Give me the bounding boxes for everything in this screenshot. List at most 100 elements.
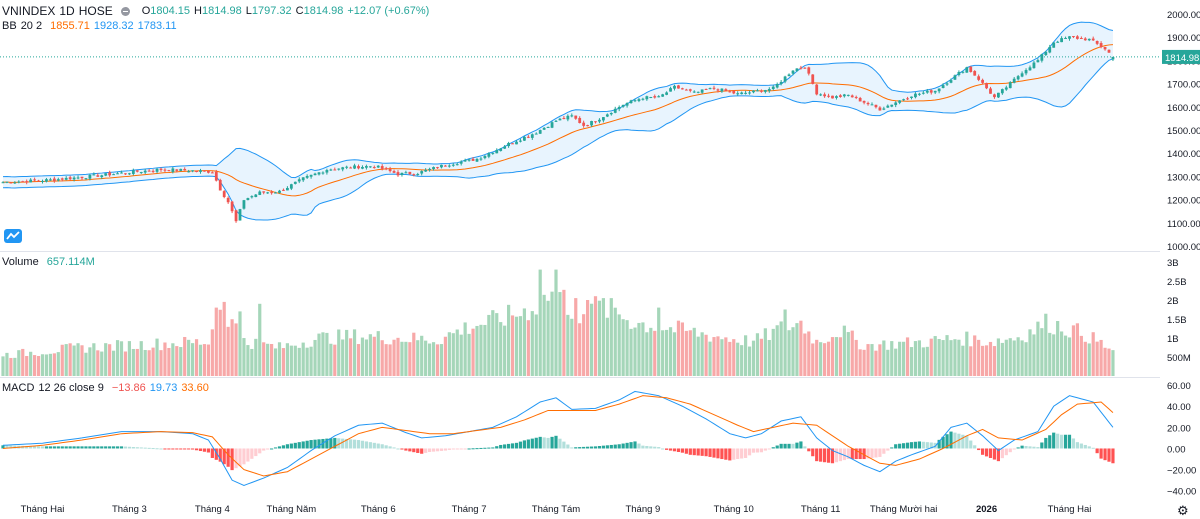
volume-bar bbox=[558, 292, 562, 376]
volume-bar bbox=[1, 356, 5, 376]
volume-bar bbox=[874, 350, 878, 376]
candle bbox=[530, 134, 534, 138]
candle bbox=[380, 166, 384, 169]
volume-bar bbox=[747, 346, 752, 376]
macd-histogram-bar bbox=[155, 448, 159, 450]
macd-line-value: 19.73 bbox=[149, 382, 178, 394]
volume-bar bbox=[629, 328, 633, 376]
macd-histogram-bar bbox=[277, 446, 282, 449]
volume-bar bbox=[838, 337, 842, 376]
candle bbox=[222, 191, 226, 198]
candle bbox=[52, 178, 56, 181]
volume-bar bbox=[25, 356, 29, 376]
candle bbox=[274, 192, 277, 194]
volume-bar bbox=[230, 319, 234, 376]
volume-legend: Volume 657.114M bbox=[2, 256, 95, 268]
volume-bar bbox=[894, 348, 898, 376]
volume-bar bbox=[131, 348, 135, 376]
volume-bar bbox=[388, 344, 392, 376]
candle bbox=[854, 96, 858, 98]
macd-histogram-bar bbox=[52, 446, 56, 449]
volume-bar bbox=[5, 352, 9, 376]
macd-histogram-bar bbox=[112, 446, 116, 449]
macd-histogram-bar bbox=[542, 437, 546, 449]
macd-histogram-bar bbox=[115, 446, 120, 449]
macd-histogram-bar bbox=[913, 441, 918, 449]
volume-bar bbox=[202, 344, 207, 376]
macd-histogram-bar bbox=[965, 435, 969, 449]
macd-histogram-bar bbox=[131, 446, 135, 449]
volume-bar bbox=[356, 344, 361, 376]
volume-bar bbox=[949, 340, 953, 376]
volume-bar bbox=[396, 337, 400, 376]
macd-histogram-bar bbox=[447, 448, 451, 450]
price-legend: VNINDEX 1D HOSE O1804.15 H1814.98 L1797.… bbox=[2, 4, 429, 18]
candle bbox=[171, 168, 175, 172]
candle bbox=[432, 167, 435, 170]
candle bbox=[906, 98, 909, 100]
volume-bar bbox=[1071, 325, 1076, 376]
open-label: O bbox=[141, 5, 151, 17]
candle bbox=[226, 197, 230, 203]
price-pane[interactable] bbox=[0, 21, 1160, 223]
candle bbox=[1072, 36, 1075, 38]
macd-pane[interactable] bbox=[1, 390, 1115, 486]
macd-histogram-bar bbox=[988, 448, 993, 458]
macd-histogram-bar bbox=[811, 448, 815, 457]
volume-bar bbox=[522, 308, 526, 376]
macd-histogram-bar bbox=[534, 437, 538, 449]
macd-histogram-bar bbox=[562, 441, 566, 449]
macd-histogram-bar bbox=[661, 448, 665, 450]
volume-name[interactable]: Volume bbox=[2, 256, 39, 268]
volume-bar bbox=[984, 345, 989, 376]
macd-histogram-bar bbox=[732, 448, 736, 460]
volume-bar bbox=[352, 329, 357, 376]
macd-histogram-bar bbox=[420, 448, 424, 454]
candle bbox=[823, 94, 826, 97]
volume-bar bbox=[420, 335, 424, 376]
macd-histogram-bar bbox=[305, 440, 309, 449]
interval-label[interactable]: 1D bbox=[59, 4, 75, 18]
volume-bar bbox=[530, 311, 534, 376]
candle bbox=[1091, 38, 1095, 41]
macd-histogram-bar bbox=[1099, 448, 1103, 459]
macd-histogram-bar bbox=[183, 448, 187, 450]
settings-gear-icon[interactable]: ⚙ bbox=[1177, 503, 1189, 518]
candle bbox=[179, 168, 183, 171]
volume-bar bbox=[830, 337, 835, 376]
macd-histogram-bar bbox=[431, 448, 436, 452]
volume-pane[interactable] bbox=[1, 269, 1115, 376]
volume-bar bbox=[637, 322, 641, 376]
symbol-label[interactable]: VNINDEX bbox=[2, 4, 56, 18]
collapse-icon[interactable] bbox=[120, 6, 130, 16]
volume-bar bbox=[13, 357, 17, 376]
macd-histogram-bar bbox=[917, 441, 921, 449]
macd-histogram-bar bbox=[325, 438, 329, 449]
volume-bar bbox=[740, 345, 744, 376]
macd-name[interactable]: MACD bbox=[2, 382, 35, 394]
volume-bar bbox=[238, 311, 242, 376]
volume-bar bbox=[807, 331, 811, 376]
macd-histogram-bar bbox=[949, 431, 953, 449]
tradingview-logo-icon[interactable] bbox=[4, 229, 22, 243]
candle bbox=[870, 104, 874, 106]
volume-bar bbox=[115, 340, 120, 376]
candle bbox=[653, 96, 657, 98]
time-tick-label: Tháng Năm bbox=[267, 504, 317, 515]
macd-line bbox=[2, 390, 1114, 486]
macd-histogram-bar bbox=[708, 448, 712, 457]
macd-histogram-bar bbox=[44, 446, 49, 449]
macd-histogram-bar bbox=[507, 443, 511, 449]
candle bbox=[459, 161, 463, 164]
candle bbox=[835, 96, 838, 98]
bb-name[interactable]: BB bbox=[2, 20, 17, 32]
price-tick-label: 1100.00 bbox=[1167, 219, 1200, 230]
macd-histogram-bar bbox=[194, 448, 199, 451]
volume-bar bbox=[526, 320, 530, 376]
volume-tick-label: 3B bbox=[1167, 258, 1179, 269]
candle bbox=[910, 96, 913, 98]
macd-histogram-bar bbox=[696, 448, 700, 456]
candle bbox=[1048, 46, 1052, 53]
volume-bar bbox=[487, 314, 491, 376]
